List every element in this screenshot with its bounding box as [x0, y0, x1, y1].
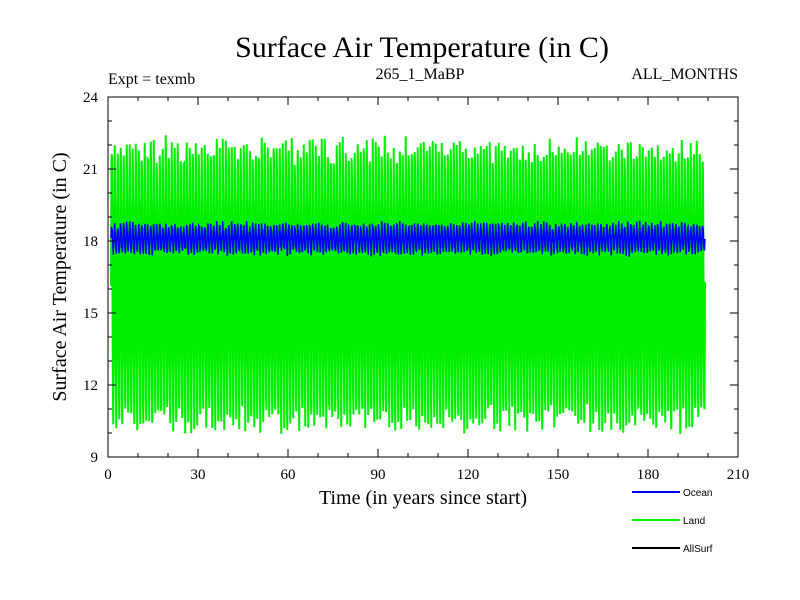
- x-tick-label: 30: [191, 467, 206, 483]
- legend-label-ocean: Ocean: [683, 488, 712, 499]
- plot-frame: [107, 96, 739, 458]
- legend: Ocean Land AllSurf: [632, 488, 713, 555]
- x-tick-labels: 0 30 60 90 120 150 180 210: [104, 467, 749, 483]
- chart-title: Surface Air Temperature (in C): [235, 31, 609, 64]
- y-axis-label: Surface Air Temperature (in C): [49, 152, 71, 401]
- y-tick-label: 24: [83, 90, 99, 106]
- y-tick-label: 9: [91, 450, 99, 466]
- x-tick-label: 60: [281, 467, 296, 483]
- y-tick-label: 12: [83, 378, 98, 394]
- months-label: ALL_MONTHS: [631, 66, 738, 83]
- axis-ticks: [107, 96, 739, 458]
- y-tick-label: 21: [83, 162, 98, 178]
- plot-area: [110, 135, 706, 435]
- x-tick-label: 0: [104, 467, 112, 483]
- experiment-label: Expt = texmb: [108, 71, 195, 88]
- x-tick-label: 90: [371, 467, 386, 483]
- x-tick-label: 150: [547, 467, 570, 483]
- y-tick-label: 15: [83, 306, 98, 322]
- y-tick-label: 18: [83, 234, 98, 250]
- x-tick-label: 180: [637, 467, 660, 483]
- x-axis-label: Time (in years since start): [319, 487, 527, 509]
- x-tick-label: 120: [457, 467, 480, 483]
- series-land-line: [110, 135, 706, 435]
- x-tick-label: 210: [727, 467, 750, 483]
- period-label: 265_1_MaBP: [376, 66, 465, 83]
- legend-label-allsurf: AllSurf: [683, 544, 713, 555]
- y-tick-labels: 9 12 15 18 21 24: [83, 90, 99, 466]
- series-ocean-line: [110, 220, 706, 257]
- legend-label-land: Land: [683, 516, 705, 527]
